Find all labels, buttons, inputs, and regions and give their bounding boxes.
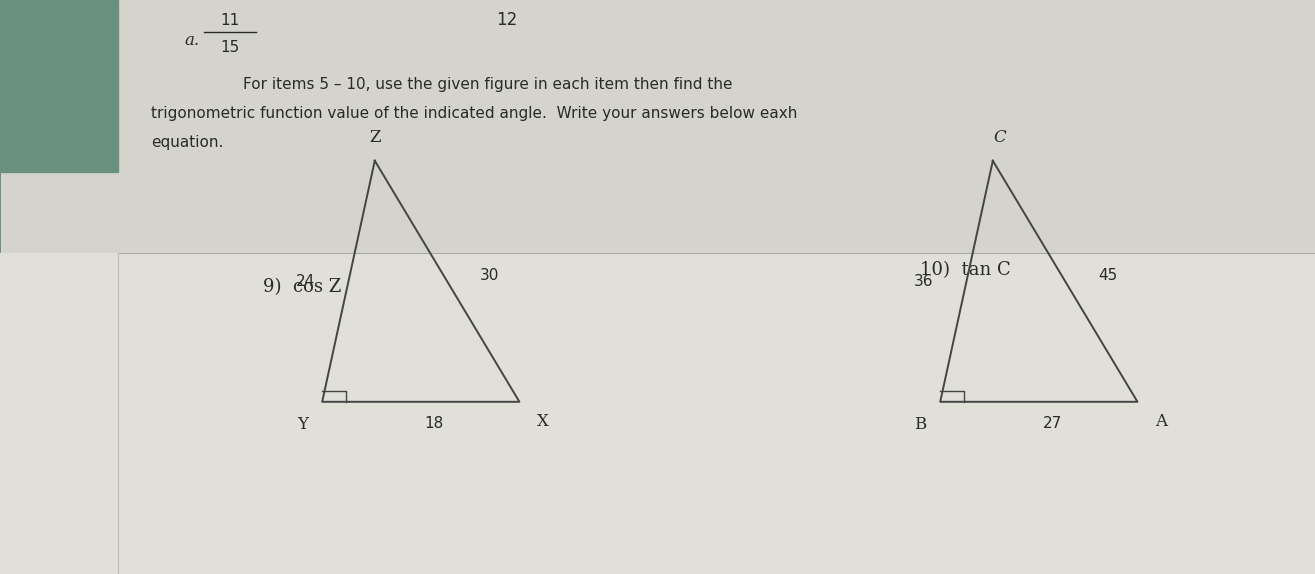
Text: 18: 18 — [425, 416, 443, 431]
Text: a.: a. — [184, 32, 200, 49]
Text: equation.: equation. — [151, 135, 224, 150]
Text: 27: 27 — [1043, 416, 1061, 431]
Text: 9)  cos Z: 9) cos Z — [263, 278, 342, 296]
Text: 11: 11 — [221, 13, 239, 28]
Text: Z: Z — [370, 129, 380, 146]
Text: C: C — [993, 129, 1006, 146]
Text: 30: 30 — [480, 268, 500, 283]
Text: A: A — [1155, 413, 1168, 430]
Text: trigonometric function value of the indicated angle.  Write your answers below e: trigonometric function value of the indi… — [151, 106, 798, 121]
Text: 36: 36 — [914, 274, 934, 289]
Bar — [0, 253, 1315, 574]
Text: For items 5 – 10, use the given figure in each item then find the: For items 5 – 10, use the given figure i… — [204, 77, 732, 92]
Text: 15: 15 — [221, 40, 239, 55]
Text: 10)  tan C: 10) tan C — [920, 261, 1011, 279]
Bar — [0, 0, 1315, 253]
Text: 24: 24 — [296, 274, 316, 289]
Text: Y: Y — [297, 416, 308, 433]
Text: B: B — [914, 416, 927, 433]
Text: 12: 12 — [496, 11, 517, 29]
Polygon shape — [0, 0, 118, 253]
Text: X: X — [537, 413, 550, 430]
Bar — [0, 0, 118, 172]
Text: 45: 45 — [1098, 268, 1118, 283]
